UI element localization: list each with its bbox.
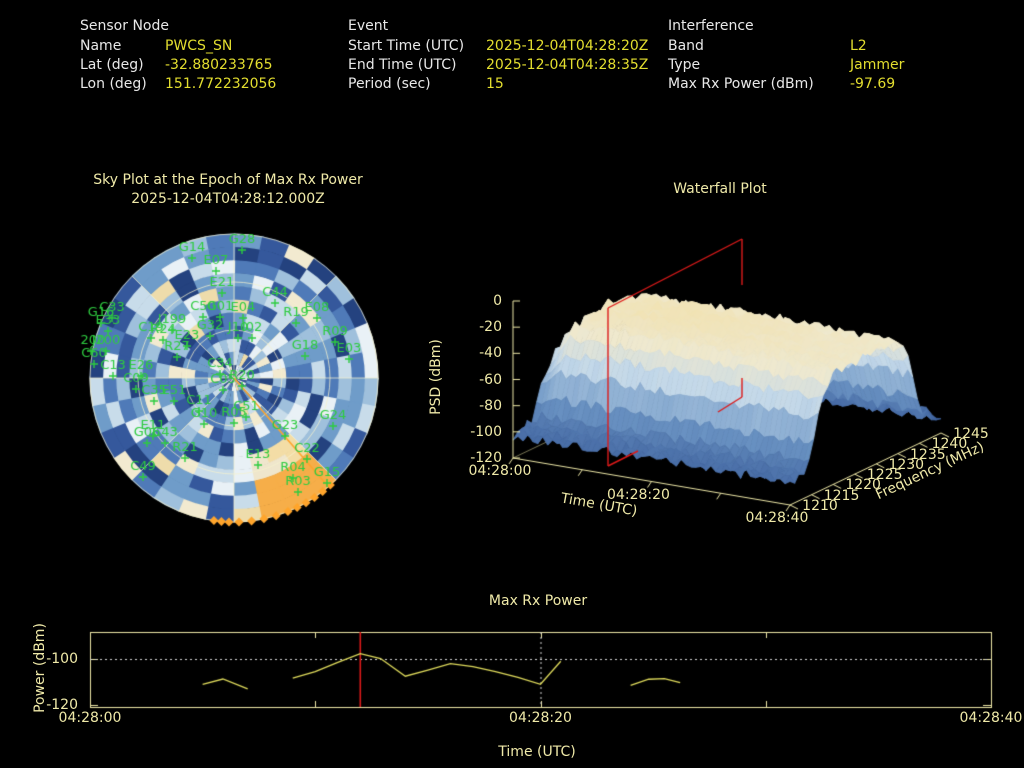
waterfall-canvas[interactable] <box>430 210 1024 540</box>
power-time-tick-label: 04:28:00 <box>58 710 122 726</box>
event-start-label: Start Time (UTC) <box>348 38 465 54</box>
sensor-lon-value: 151.772232056 <box>165 76 277 92</box>
frequency-tick-label: 1225 <box>866 467 903 484</box>
sensor-lat-value: -32.880233765 <box>165 57 273 73</box>
psd-tick-label: -20 <box>479 319 502 336</box>
psd-tick-label: -100 <box>470 423 502 440</box>
power-time-tick-label: 04:28:20 <box>509 710 572 726</box>
frequency-tick-label: 1215 <box>823 487 860 504</box>
frequency-tick-label: 1245 <box>953 426 989 442</box>
waterfall-time-tick-label: 04:28:00 <box>468 463 532 479</box>
event-period-value: 15 <box>486 76 504 92</box>
interference-power-label: Max Rx Power (dBm) <box>668 76 814 92</box>
psd-tick-label: -80 <box>479 397 502 414</box>
psd-tick-label: -60 <box>479 371 502 388</box>
interference-title: Interference <box>668 18 754 34</box>
interference-power-value: -97.69 <box>850 76 896 92</box>
event-period-label: Period (sec) <box>348 76 431 92</box>
psd-tick-label: 0 <box>493 293 502 309</box>
frequency-tick-label: 1220 <box>845 477 881 494</box>
power-time-tick-label: 04:28:40 <box>959 710 1023 726</box>
waterfall-title: Waterfall Plot <box>673 181 767 197</box>
sensor-name-label: Name <box>80 38 122 54</box>
psd-tick-label: -40 <box>479 345 502 362</box>
power-y-tick-label: -120 <box>46 697 78 713</box>
frequency-tick-label: 1240 <box>931 436 968 453</box>
interference-type-value: Jammer <box>850 57 905 73</box>
interference-band-label: Band <box>668 38 704 54</box>
sensor-name-value: PWCS_SN <box>165 38 233 54</box>
event-start-value: 2025-12-04T04:28:20Z <box>486 38 649 54</box>
sensor-lat-label: Lat (deg) <box>80 57 144 73</box>
interference-type-label: Type <box>668 57 701 73</box>
power-y-tick-label: -100 <box>46 651 78 667</box>
sky-plot-title: Sky Plot at the Epoch of Max Rx Power <box>93 172 363 188</box>
sensor-node-title: Sensor Node <box>80 18 169 34</box>
waterfall-time-tick-label: 04:28:20 <box>607 486 670 503</box>
waterfall-time-tick-label: 04:28:40 <box>745 510 809 526</box>
frequency-tick-label: 1210 <box>802 498 838 514</box>
sky-plot-subtitle: 2025-12-04T04:28:12.000Z <box>131 191 325 207</box>
event-end-label: End Time (UTC) <box>348 57 457 73</box>
event-end-value: 2025-12-04T04:28:35Z <box>486 57 649 73</box>
power-plot-canvas[interactable] <box>0 585 1024 768</box>
sensor-lon-label: Lon (deg) <box>80 76 147 92</box>
frequency-tick-label: 1235 <box>910 446 946 463</box>
waterfall-psd-axis-label: PSD (dBm) <box>428 339 444 415</box>
frequency-tick-label: 1230 <box>888 456 925 473</box>
event-title: Event <box>348 18 389 34</box>
psd-tick-label: -120 <box>470 450 502 466</box>
interference-band-value: L2 <box>850 38 867 54</box>
sky-plot-canvas[interactable] <box>80 224 388 532</box>
power-time-axis-label: Time (UTC) <box>498 744 576 760</box>
